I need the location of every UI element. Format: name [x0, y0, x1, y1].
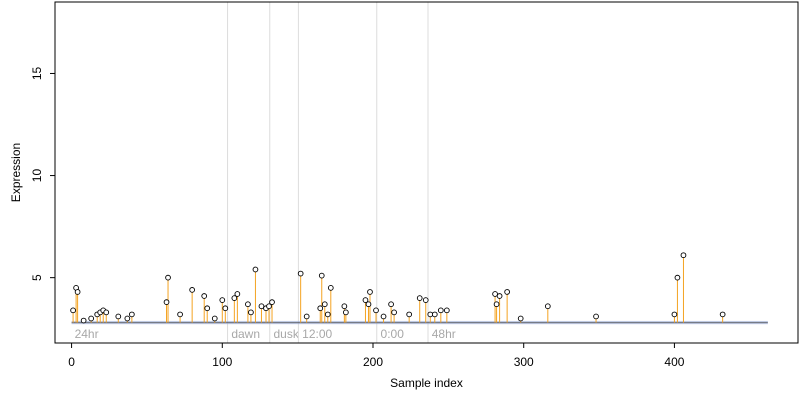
data-point [373, 307, 379, 314]
data-point [129, 311, 135, 318]
data-point [70, 307, 76, 314]
data-point [321, 301, 328, 308]
x-axis-title: Sample index [390, 376, 463, 390]
data-point [391, 309, 397, 316]
data-point [443, 307, 450, 314]
data-point [517, 315, 524, 322]
data-point [234, 291, 241, 297]
section-label: 12:00 [302, 327, 332, 341]
data-point [204, 305, 211, 312]
data-point [266, 303, 272, 310]
data-point [680, 252, 687, 259]
section-label: 24hr [75, 327, 99, 341]
data-point [380, 313, 387, 320]
data-point [406, 311, 413, 318]
plot-frame [54, 1, 799, 344]
data-point [388, 301, 394, 308]
data-point [80, 317, 87, 324]
data-point [343, 309, 349, 316]
section-label: 0:00 [381, 327, 405, 341]
axis-layer: 0 100 200 300 400 5 10 15 [30, 66, 685, 369]
x-tick-label: 300 [514, 355, 534, 369]
data-point [115, 313, 122, 320]
data-point [177, 311, 183, 318]
data-point [544, 303, 551, 310]
data-point [222, 305, 229, 312]
y-tick-label: 15 [30, 66, 44, 80]
data-point [258, 303, 265, 310]
data-point [365, 301, 372, 308]
data-point [74, 289, 81, 295]
data-point [341, 303, 348, 310]
data-point [437, 307, 444, 314]
data-point [297, 270, 304, 277]
data-point [219, 297, 226, 303]
section-label: dawn [231, 327, 260, 341]
data-point [163, 299, 170, 306]
section-layer: 24hr dawn dusk 12:00 0:00 48hr [75, 2, 456, 343]
data-point [303, 313, 310, 320]
x-tick-label: 200 [363, 355, 383, 369]
data-point [493, 301, 500, 308]
data-point [492, 291, 498, 297]
data-point [496, 293, 503, 299]
data-point [593, 313, 599, 320]
y-tick-label: 10 [30, 169, 44, 183]
y-axis-title: Expression [9, 143, 23, 202]
data-point [674, 274, 681, 281]
section-label: 48hr [432, 327, 456, 341]
data-point [124, 315, 131, 322]
data-point [324, 311, 331, 318]
point-layer [70, 252, 726, 324]
x-tick-label: 100 [212, 355, 232, 369]
data-point [165, 274, 171, 281]
data-point [269, 299, 275, 306]
data-point [231, 295, 238, 301]
data-point [88, 315, 95, 322]
x-tick-label: 400 [664, 355, 684, 369]
data-point [189, 287, 195, 293]
data-point [422, 297, 429, 303]
data-point [248, 309, 254, 316]
data-point [318, 272, 325, 279]
data-point [201, 293, 208, 299]
data-point [327, 285, 334, 291]
data-point [211, 315, 218, 322]
data-point [252, 266, 259, 273]
data-point [362, 297, 369, 303]
stem-layer [72, 255, 724, 323]
data-point [103, 309, 110, 316]
data-point [671, 311, 678, 318]
x-tick-label: 0 [68, 355, 75, 369]
data-point [719, 311, 726, 318]
data-point [416, 295, 423, 301]
section-label: dusk [274, 327, 300, 341]
data-point [367, 289, 373, 295]
data-point [431, 311, 438, 318]
data-point [504, 289, 510, 295]
y-tick-label: 5 [30, 274, 44, 281]
data-point [317, 305, 324, 312]
data-point [245, 301, 251, 308]
